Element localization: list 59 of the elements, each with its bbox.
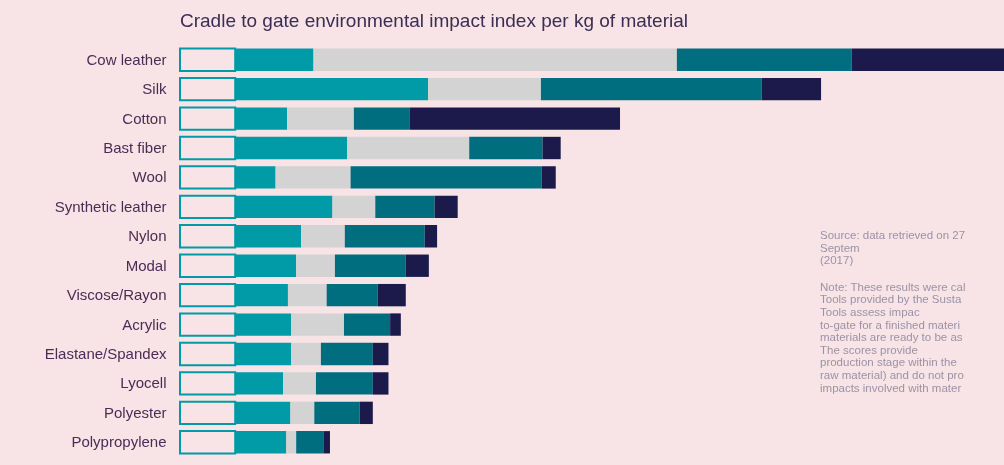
bar (332, 195, 376, 219)
bar (350, 166, 542, 189)
bar (390, 313, 401, 336)
bar (405, 254, 429, 277)
bar (315, 372, 373, 395)
y-tick-label: Wool (132, 168, 167, 186)
bar (434, 195, 458, 219)
bar (334, 254, 406, 277)
bar (296, 254, 335, 277)
bar (540, 77, 762, 101)
bar (287, 107, 354, 130)
bar (541, 166, 556, 189)
y-tick-label: Synthetic leather (54, 197, 167, 215)
y-tick-label: Cow leather (86, 50, 167, 68)
bar (290, 401, 315, 425)
y-tick-label: Lyocell (120, 374, 167, 392)
bar (344, 225, 425, 248)
bar (424, 225, 438, 248)
bar (314, 401, 360, 425)
bar (287, 283, 327, 307)
bar (283, 372, 316, 395)
bar (851, 48, 1004, 71)
y-tick-label: Viscose/Rayon (66, 286, 167, 304)
y-tick-label: Silk (142, 80, 167, 98)
bar (761, 77, 822, 101)
bar (372, 372, 389, 395)
bar (375, 195, 435, 219)
bar (326, 283, 378, 307)
bar (347, 136, 470, 160)
bar (359, 401, 373, 425)
bar (275, 166, 351, 189)
bar (313, 48, 677, 71)
bar (676, 48, 852, 71)
bar (409, 107, 621, 130)
y-tick-label: Bast fiber (103, 139, 167, 156)
bar (469, 136, 543, 160)
bar (291, 342, 321, 366)
bar (377, 283, 406, 307)
y-tick-label: Elastane/Spandex (44, 345, 167, 362)
text: Note: These results were cal Tools provided by the Susta Tools assess impac to-gate for a finished materi materials are ready to be as The scores provide production stage within the raw material) and do not pro impacts involved with mater (820, 280, 966, 394)
bar (542, 136, 561, 160)
chart-title: Cradle to gate environmental impact index per kg of material (180, 10, 688, 31)
bar (301, 225, 345, 248)
y-tick-label: Polyester (103, 403, 167, 421)
bar (323, 431, 330, 454)
y-tick-label: Polypropylene (71, 433, 167, 451)
y-tick-label: Cotton (122, 109, 167, 127)
y-tick-label: Nylon (128, 227, 167, 245)
y-tick-label: Acrylic (122, 315, 167, 333)
bar (286, 431, 297, 454)
bar (296, 431, 324, 454)
y-tick-label: Modal (125, 256, 167, 274)
bar (353, 107, 410, 130)
annotation: Source: data retrieved on 27 Septem (2017) (820, 229, 967, 267)
bar (343, 313, 391, 336)
bar (320, 342, 373, 366)
bar (428, 77, 541, 101)
bar (291, 313, 344, 336)
bar (372, 342, 389, 366)
